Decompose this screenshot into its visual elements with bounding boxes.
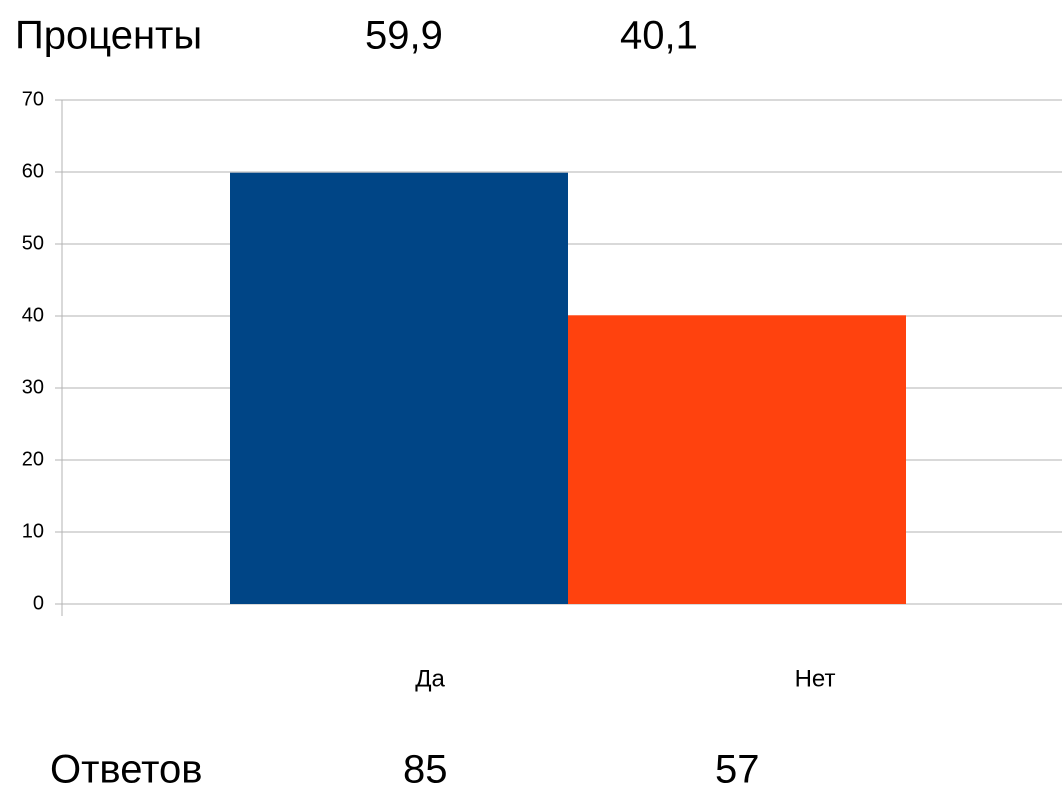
y-tick-label: 20 (22, 448, 44, 470)
count-label: 85 (403, 748, 448, 792)
y-tick-label: 50 (22, 232, 44, 254)
y-tick-label: 40 (22, 304, 44, 326)
y-tick-label: 70 (22, 88, 44, 110)
bar (568, 315, 906, 604)
y-tick-label: 30 (22, 376, 44, 398)
x-tick-label: Да (415, 665, 445, 692)
y-tick-label: 10 (22, 520, 44, 542)
y-tick-label: 0 (33, 592, 44, 614)
y-tick-label: 60 (22, 160, 44, 182)
row-title: Ответов (50, 748, 203, 792)
row-title: Проценты (15, 14, 202, 58)
count-label: 57 (715, 748, 760, 792)
bar (230, 172, 568, 604)
percent-label: 40,1 (620, 14, 698, 58)
x-tick-label: Нет (795, 665, 836, 692)
percent-label: 59,9 (365, 14, 443, 58)
